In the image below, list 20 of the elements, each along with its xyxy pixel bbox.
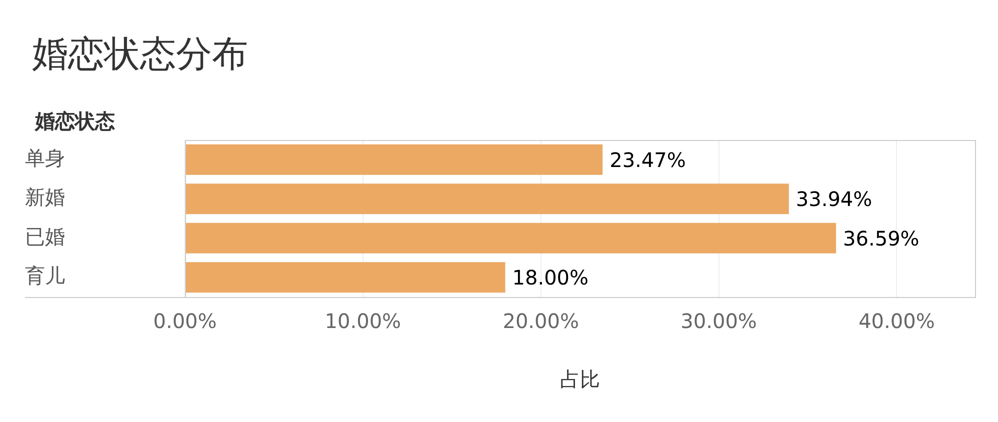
y-tick-label: 已婚 <box>25 224 65 248</box>
x-tick-label: 30.00% <box>680 309 757 334</box>
x-tick-label: 20.00% <box>502 309 579 334</box>
y-tick-label: 新婚 <box>25 185 65 210</box>
bar <box>186 262 506 293</box>
x-tick-label: 0.00% <box>153 309 217 334</box>
bar <box>186 222 836 254</box>
y-tick-label: 育儿 <box>25 264 65 288</box>
bar <box>186 184 789 214</box>
data-label: 33.94% <box>796 187 872 212</box>
y-axis-title: 婚恋状态 <box>34 109 115 133</box>
data-label: 18.00% <box>512 266 589 290</box>
chart-title: 婚恋状态分布 <box>32 34 248 75</box>
y-tick-label: 单身 <box>25 146 65 170</box>
data-label: 36.59% <box>843 226 920 250</box>
x-tick-label: 40.00% <box>858 309 935 334</box>
bar <box>186 144 603 175</box>
data-label: 23.47% <box>610 148 686 172</box>
x-tick-label: 10.00% <box>324 309 402 334</box>
x-axis-title: 占比 <box>560 367 600 392</box>
